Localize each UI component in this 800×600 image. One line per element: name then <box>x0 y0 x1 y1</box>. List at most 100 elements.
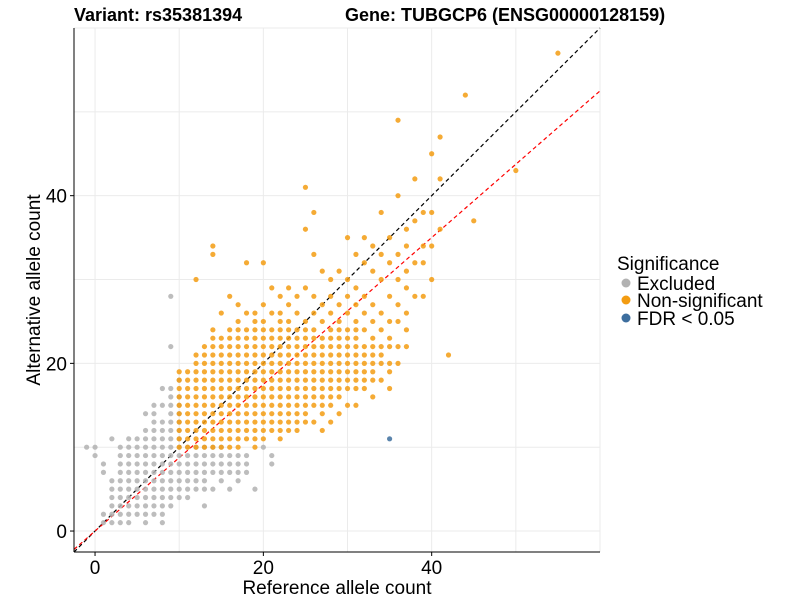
point-non-significant <box>387 293 393 299</box>
point-excluded <box>134 444 140 450</box>
point-non-significant <box>286 402 292 408</box>
point-non-significant <box>395 318 401 325</box>
point-non-significant <box>227 377 233 383</box>
point-non-significant <box>269 411 275 417</box>
point-non-significant <box>336 411 342 417</box>
point-excluded <box>151 419 157 425</box>
point-excluded <box>218 469 224 475</box>
point-excluded <box>218 452 224 459</box>
point-non-significant <box>260 394 266 400</box>
point-excluded <box>243 461 250 467</box>
point-non-significant <box>328 402 334 408</box>
point-excluded <box>159 486 165 492</box>
point-non-significant <box>370 377 376 383</box>
point-non-significant <box>176 394 182 400</box>
point-non-significant <box>235 419 241 425</box>
point-non-significant <box>227 335 233 341</box>
point-non-significant <box>311 335 317 341</box>
point-excluded <box>159 461 165 467</box>
point-non-significant <box>218 436 224 442</box>
point-excluded <box>159 402 165 408</box>
point-non-significant <box>361 310 367 316</box>
point-excluded <box>126 444 132 450</box>
axes <box>73 28 600 553</box>
point-non-significant <box>344 276 351 283</box>
point-non-significant <box>185 394 191 400</box>
point-non-significant <box>311 209 317 216</box>
point-excluded <box>84 444 90 450</box>
point-non-significant <box>353 335 359 341</box>
point-excluded <box>151 452 157 459</box>
point-non-significant <box>403 285 410 291</box>
legend-swatch-excluded <box>621 278 631 288</box>
point-non-significant <box>370 369 376 375</box>
point-non-significant <box>252 444 258 450</box>
point-non-significant <box>336 394 342 400</box>
point-non-significant <box>218 411 224 417</box>
y-axis-label: Alternative allele count <box>24 194 45 386</box>
point-excluded <box>142 461 149 467</box>
point-excluded <box>185 494 191 501</box>
point-non-significant <box>302 343 309 350</box>
point-excluded <box>193 469 199 475</box>
point-non-significant <box>243 377 250 383</box>
point-excluded <box>218 461 224 467</box>
point-non-significant <box>260 369 266 375</box>
point-non-significant <box>269 285 275 291</box>
point-non-significant <box>336 385 342 392</box>
point-non-significant <box>294 327 300 333</box>
point-non-significant <box>412 176 418 182</box>
point-non-significant <box>286 369 292 375</box>
point-excluded <box>235 461 241 467</box>
point-excluded <box>142 494 149 501</box>
point-non-significant <box>176 427 182 434</box>
point-non-significant <box>235 385 241 392</box>
point-non-significant <box>235 369 241 375</box>
point-non-significant <box>328 310 334 316</box>
point-non-significant <box>269 385 275 392</box>
point-non-significant <box>311 394 317 400</box>
point-non-significant <box>235 402 241 408</box>
point-non-significant <box>336 318 342 325</box>
point-non-significant <box>412 293 418 299</box>
point-non-significant <box>218 352 224 358</box>
point-non-significant <box>420 209 426 216</box>
grid-layer <box>74 27 601 552</box>
point-non-significant <box>311 402 317 408</box>
point-excluded <box>168 394 174 400</box>
point-non-significant <box>387 335 393 341</box>
point-non-significant <box>294 427 300 434</box>
point-non-significant <box>319 343 325 350</box>
point-non-significant <box>395 117 401 123</box>
point-excluded <box>151 503 157 509</box>
legend-swatch-fdr <box>621 313 631 323</box>
point-non-significant <box>218 394 224 400</box>
point-excluded <box>227 469 233 475</box>
point-excluded <box>159 503 165 509</box>
point-excluded <box>176 486 182 492</box>
point-excluded <box>201 461 208 467</box>
point-non-significant <box>201 402 208 408</box>
point-non-significant <box>361 377 367 383</box>
point-non-significant <box>201 419 208 425</box>
point-non-significant <box>210 427 216 434</box>
point-non-significant <box>429 276 435 283</box>
point-non-significant <box>344 327 351 333</box>
point-non-significant <box>252 352 258 358</box>
point-non-significant <box>210 243 216 249</box>
point-excluded <box>151 494 157 501</box>
point-excluded <box>151 511 157 517</box>
point-excluded <box>235 452 241 459</box>
point-non-significant <box>193 377 199 383</box>
point-non-significant <box>302 394 309 400</box>
point-non-significant <box>201 436 208 442</box>
point-excluded <box>168 503 174 509</box>
point-non-significant <box>344 310 351 316</box>
point-excluded <box>109 486 115 492</box>
point-non-significant <box>286 411 292 417</box>
point-non-significant <box>513 167 519 174</box>
point-non-significant <box>361 343 367 350</box>
point-non-significant <box>218 377 224 383</box>
point-non-significant <box>176 419 182 425</box>
point-non-significant <box>437 134 443 140</box>
